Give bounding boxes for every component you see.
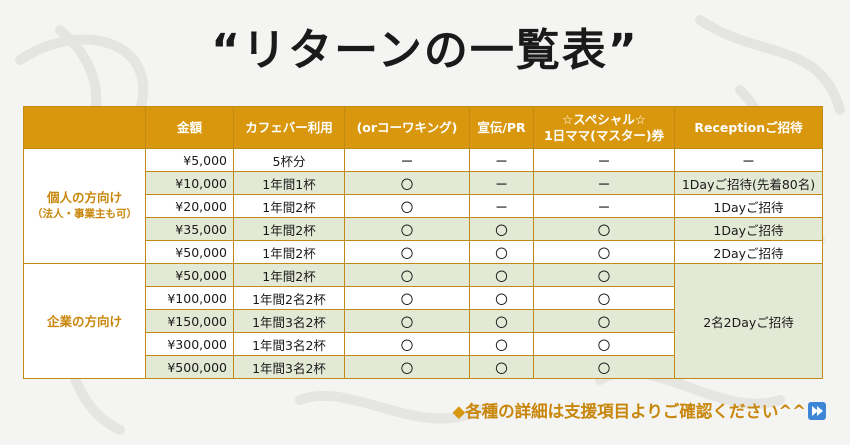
cell-amount: ¥20,000 (145, 194, 234, 218)
cell-reception: 2Dayご招待 (674, 240, 823, 264)
cell-amount: ¥35,000 (145, 217, 234, 241)
cell-coworking: 〇 (344, 286, 470, 310)
table-row: ¥10,000 1年間1杯 〇 ー ー 1Dayご招待(先着80名) (24, 171, 823, 195)
cell-pr: ー (469, 148, 534, 172)
cell-coworking: 〇 (344, 263, 470, 287)
table-row: 個人の方向け （法人・事業主も可） ¥5,000 5杯分 ー ー ー ー (23, 148, 823, 264)
cell-pr: ー (469, 171, 534, 195)
header-coworking: (orコーワキング) (344, 106, 470, 149)
cell-coworking: 〇 (344, 332, 470, 356)
cell-pr: 〇 (469, 240, 534, 264)
header-pr: 宣伝/PR (469, 106, 534, 149)
cell-coworking: 〇 (344, 171, 470, 195)
cell-amount: ¥150,000 (145, 309, 234, 333)
cell-special: 〇 (533, 240, 675, 264)
cell-reception-merged: 2名2Dayご招待 (674, 263, 823, 379)
header-corner (23, 106, 146, 149)
cell-cafe: 1年間2杯 (233, 217, 345, 241)
cell-cafe: 1年間2杯 (233, 240, 345, 264)
cell-special: ー (533, 194, 675, 218)
table-row: ¥35,000 1年間2杯 〇 〇 〇 1Dayご招待 (24, 217, 823, 241)
cell-special: 〇 (533, 263, 675, 287)
table-row: ¥300,000 1年間3名2杯 〇 〇 〇 (24, 332, 823, 356)
table-row: ¥50,000 1年間2杯 〇 〇 〇 2Dayご招待 (24, 240, 823, 264)
cell-coworking: 〇 (344, 194, 470, 218)
cell-amount: ¥50,000 (145, 240, 234, 264)
header-amount: 金額 (145, 106, 234, 149)
group-sublabel: （法人・事業主も可） (32, 208, 137, 220)
table-header-row: 金額 カフェバー利用 (orコーワキング) 宣伝/PR ☆スペシャル☆ 1日ママ… (23, 106, 823, 149)
cell-coworking: ー (344, 148, 470, 172)
cell-reception: 1Dayご招待 (674, 194, 823, 218)
header-special: ☆スペシャル☆ 1日ママ(マスター)券 (533, 106, 675, 149)
header-reception: Receptionご招待 (674, 106, 823, 149)
cell-amount: ¥300,000 (145, 332, 234, 356)
cell-coworking: 〇 (344, 355, 470, 379)
cell-pr: 〇 (469, 332, 534, 356)
cell-cafe: 1年間3名2杯 (233, 332, 345, 356)
cell-special: 〇 (533, 286, 675, 310)
cell-pr: 〇 (469, 286, 534, 310)
cell-special: 〇 (533, 217, 675, 241)
table-row: ¥150,000 1年間3名2杯 〇 〇 〇 (24, 309, 823, 333)
cell-cafe: 5杯分 (233, 148, 345, 172)
cell-special: 〇 (533, 332, 675, 356)
diamond-icon: ◆ (452, 402, 466, 421)
fast-forward-icon[interactable] (808, 402, 826, 420)
cell-reception: ー (674, 148, 823, 172)
table-row: ¥500,000 1年間3名2杯 〇 〇 〇 (24, 355, 823, 379)
cell-pr: 〇 (469, 217, 534, 241)
cell-special: 〇 (533, 309, 675, 333)
footer-note: ◆各種の詳細は支援項目よりご確認ください^^ (452, 398, 826, 422)
table-row: ¥20,000 1年間2杯 〇 ー ー 1Dayご招待 (24, 194, 823, 218)
header-cafe: カフェバー利用 (233, 106, 345, 149)
cell-special: ー (533, 148, 675, 172)
page-title: “リターンの一覧表” (211, 25, 639, 76)
cell-coworking: 〇 (344, 217, 470, 241)
cell-amount: ¥500,000 (145, 355, 234, 379)
cell-amount: ¥50,000 (145, 263, 234, 287)
group-label: 個人の方向け (46, 190, 122, 205)
table-row: ¥100,000 1年間2名2杯 〇 〇 〇 (24, 286, 823, 310)
cell-pr: 〇 (469, 355, 534, 379)
cell-cafe: 1年間3名2杯 (233, 309, 345, 333)
cell-amount: ¥10,000 (145, 171, 234, 195)
cell-cafe: 1年間2名2杯 (233, 286, 345, 310)
group-label-corporate: 企業の方向け (23, 263, 146, 379)
cell-pr: 〇 (469, 263, 534, 287)
cell-pr: 〇 (469, 309, 534, 333)
cell-amount: ¥5,000 (145, 148, 234, 172)
cell-pr: ー (469, 194, 534, 218)
table-row: 企業の方向け ¥50,000 1年間2杯 〇 〇 〇 2名2Dayご招待 (23, 263, 823, 379)
cell-cafe: 1年間3名2杯 (233, 355, 345, 379)
cell-special: 〇 (533, 355, 675, 379)
group-label-individual: 個人の方向け （法人・事業主も可） (23, 148, 146, 264)
footer-text: 各種の詳細は支援項目よりご確認ください^^ (465, 402, 806, 421)
cell-amount: ¥100,000 (145, 286, 234, 310)
cell-special: ー (533, 171, 675, 195)
cell-coworking: 〇 (344, 309, 470, 333)
cell-cafe: 1年間2杯 (233, 263, 345, 287)
cell-cafe: 1年間2杯 (233, 194, 345, 218)
cell-reception: 1Dayご招待 (674, 217, 823, 241)
cell-coworking: 〇 (344, 240, 470, 264)
cell-cafe: 1年間1杯 (233, 171, 345, 195)
cell-reception: 1Dayご招待(先着80名) (674, 171, 823, 195)
group-label: 企業の方向け (46, 313, 122, 329)
returns-table: 金額 カフェバー利用 (orコーワキング) 宣伝/PR ☆スペシャル☆ 1日ママ… (23, 106, 823, 379)
